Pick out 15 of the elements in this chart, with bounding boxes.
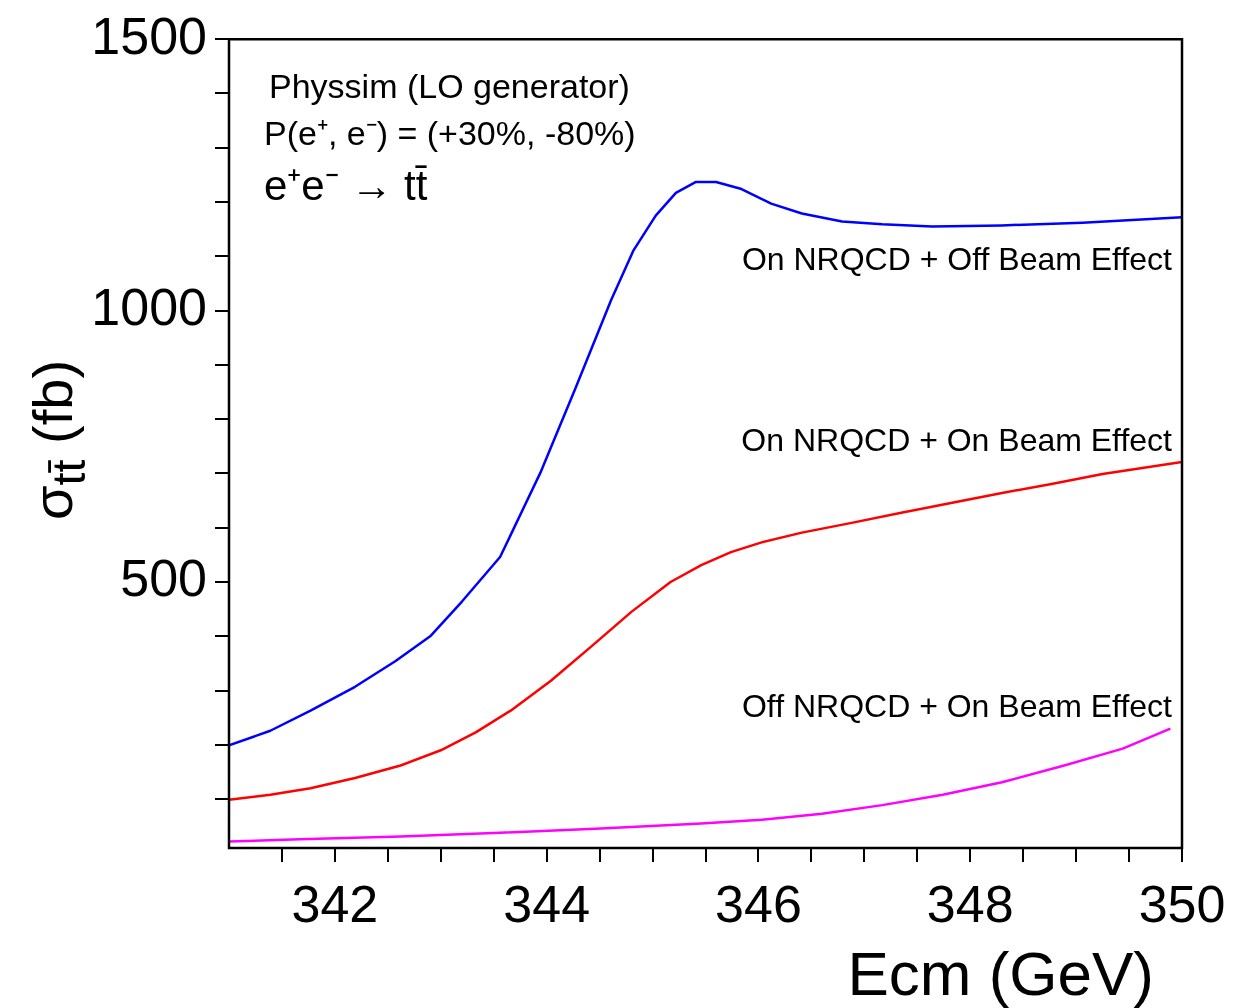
x-tick-label: 346 bbox=[715, 874, 802, 933]
y-tick-label: 1000 bbox=[91, 277, 207, 336]
x-tick-label: 344 bbox=[503, 874, 591, 933]
x-tick-label: 348 bbox=[926, 874, 1014, 933]
series-label: On NRQCD + Off Beam Effect bbox=[741, 241, 1173, 278]
y-tick-label: 1500 bbox=[91, 6, 207, 65]
x-tick-label: 350 bbox=[1138, 874, 1226, 933]
annotation: Physsim (LO generator) bbox=[269, 67, 630, 106]
series-label: On NRQCD + On Beam Effect bbox=[741, 421, 1173, 458]
annotation: P(e⁺, e⁻) = (+30%, -80%) bbox=[264, 114, 636, 153]
series-label: Off NRQCD + On Beam Effect bbox=[741, 688, 1173, 725]
x-axis-title: Ecm (GeV) bbox=[847, 939, 1154, 1008]
x-tick-label: 342 bbox=[291, 874, 379, 933]
y-tick-label: 500 bbox=[120, 549, 207, 608]
annotation: e⁺e⁻ → tt̄ bbox=[264, 161, 428, 209]
